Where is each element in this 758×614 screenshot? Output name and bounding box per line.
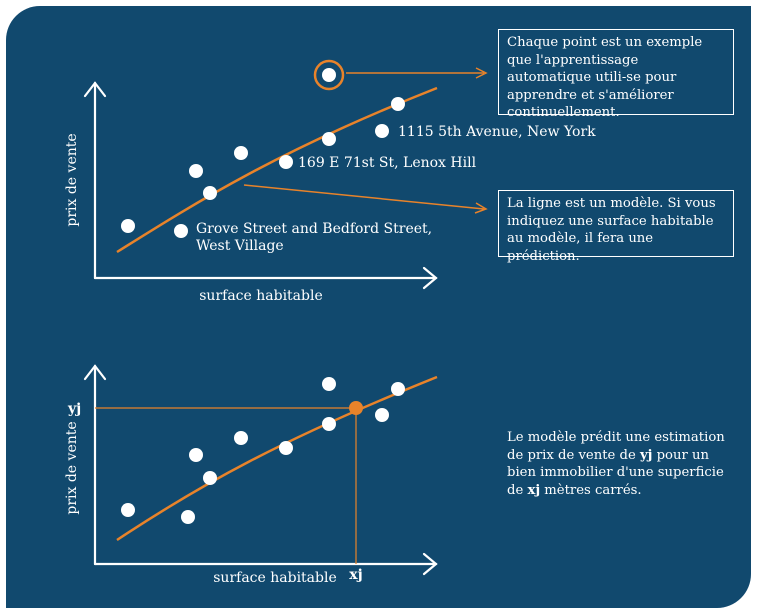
top-point [234, 146, 248, 160]
label-west-village-line1: Grove Street and Bedford Street, [196, 221, 432, 237]
prediction-point [349, 401, 363, 415]
bottom-point [203, 471, 217, 485]
top-data-points [121, 68, 405, 238]
callout-model-explanation: La ligne est un modèle. Si vous indiquez… [498, 190, 734, 264]
top-point [121, 219, 135, 233]
prediction-note-xj: xj [527, 482, 541, 498]
bottom-data-points [121, 377, 405, 524]
x-marker-label: xj [349, 567, 362, 583]
bottom-point [391, 382, 405, 396]
top-y-axis-arrowhead [83, 81, 107, 98]
top-point [322, 132, 336, 146]
label-fifth-avenue: 1115 5th Avenue, New York [398, 124, 596, 140]
callout-point-explanation: Chaque point est un exemple que l'appren… [498, 29, 734, 120]
label-lenox-hill: 169 E 71st St, Lenox Hill [298, 155, 477, 171]
bottom-point [322, 377, 336, 391]
callout-model-text: La ligne est un modèle. Si vous indiquez… [507, 196, 716, 264]
top-point [203, 186, 217, 200]
callout-point-text: Chaque point est un exemple que l'appren… [507, 35, 703, 120]
bottom-point [322, 417, 336, 431]
bottom-point [375, 408, 389, 422]
callout-arrow-line [243, 184, 485, 210]
top-point-highlighted [322, 68, 336, 82]
prediction-note-part1: Le modèle prédit une estimation de prix … [507, 430, 725, 463]
top-model-line [116, 86, 438, 254]
top-point [279, 155, 293, 169]
prediction-note-yj: yj [639, 447, 653, 463]
top-point [174, 224, 188, 238]
top-point [391, 97, 405, 111]
bottom-y-axis-arrowhead [83, 364, 107, 381]
bottom-x-axis-label: surface habitable [213, 570, 337, 586]
prediction-note-part3: mètres carrés. [540, 482, 642, 498]
bottom-point [234, 431, 248, 445]
bottom-model-line [116, 375, 438, 542]
callout-arrow-point-head [475, 67, 488, 79]
prediction-note-part2: pour un bien immobilier d'une superficie… [507, 447, 724, 498]
bottom-point [189, 448, 203, 462]
y-marker-label: yj [67, 401, 81, 417]
bottom-chart [83, 364, 438, 576]
top-point [375, 124, 389, 138]
top-chart [83, 81, 438, 290]
bottom-point [181, 510, 195, 524]
bottom-y-axis-label: prix de vente [64, 421, 80, 514]
top-x-axis-arrowhead [422, 266, 438, 290]
highlight-ring [313, 59, 345, 91]
bottom-point [121, 503, 135, 517]
label-west-village-line2: West Village [196, 238, 284, 254]
prediction-note: Le modèle prédit une estimation de prix … [507, 429, 739, 499]
bottom-x-axis-arrowhead [422, 552, 438, 576]
callout-arrow-line-head [474, 202, 488, 214]
top-x-axis-label: surface habitable [199, 288, 323, 304]
bottom-point [279, 441, 293, 455]
top-y-axis-label: prix de vente [64, 133, 80, 226]
top-point [189, 164, 203, 178]
